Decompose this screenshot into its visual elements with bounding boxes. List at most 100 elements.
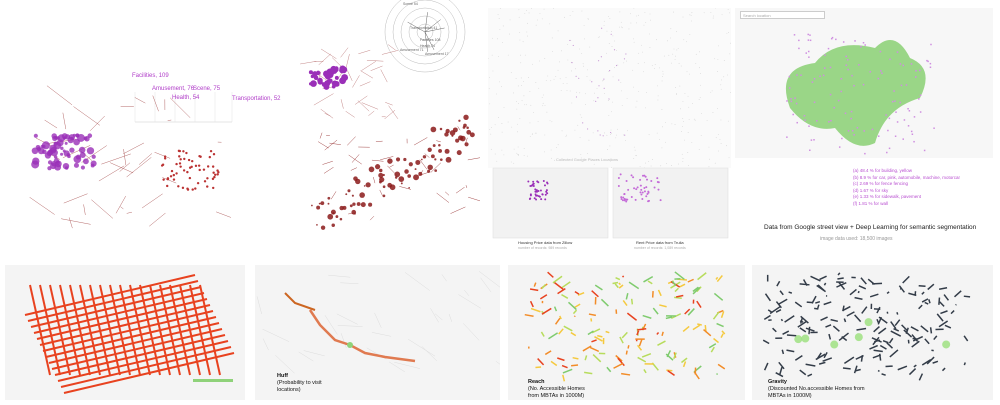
map-dot <box>585 93 586 95</box>
map-dot <box>527 35 528 37</box>
street <box>921 291 925 295</box>
street <box>24 274 196 316</box>
map-dot <box>682 161 684 162</box>
map-dot <box>681 153 683 155</box>
map-dot <box>712 112 714 113</box>
network-edge <box>381 50 399 55</box>
map-dot <box>613 49 616 51</box>
map-dot <box>571 102 573 104</box>
red-node <box>368 202 373 207</box>
map-dot <box>703 12 705 14</box>
polar-spoke <box>407 21 426 33</box>
network-node <box>212 186 215 190</box>
map-dot <box>557 69 559 71</box>
inset-point <box>621 199 624 202</box>
network-edge <box>162 177 177 184</box>
map-dot <box>667 40 669 42</box>
segmentation-pixel <box>805 52 808 54</box>
map-dot <box>557 30 559 32</box>
red-edge <box>322 160 333 165</box>
street <box>570 331 577 337</box>
map-dot <box>699 96 701 98</box>
street <box>815 300 821 304</box>
street <box>594 284 603 291</box>
inset-point <box>646 178 649 181</box>
map-dot <box>575 68 576 70</box>
red-node <box>464 142 469 147</box>
polar-spoke <box>424 27 445 33</box>
network-node <box>191 159 194 163</box>
segmentation-pixel <box>854 40 856 42</box>
network-edge <box>216 211 232 218</box>
street <box>938 320 949 328</box>
map-dot <box>610 131 612 134</box>
street <box>775 309 782 313</box>
street <box>179 284 201 376</box>
map-dot <box>544 151 545 153</box>
red-edge <box>445 191 450 196</box>
network-node <box>185 151 188 155</box>
road <box>463 323 480 341</box>
map-dot <box>622 27 623 29</box>
network-node <box>163 157 167 160</box>
network-node <box>188 166 192 169</box>
map-dot <box>616 50 618 52</box>
map-dot <box>594 92 595 94</box>
network-node <box>194 187 197 190</box>
map-dot <box>488 57 489 59</box>
map-dot <box>635 154 637 156</box>
map-dot <box>609 145 611 147</box>
network-node <box>191 188 194 191</box>
map-dot <box>645 91 647 93</box>
street <box>772 327 777 333</box>
map-dot <box>688 106 690 108</box>
street <box>618 284 624 289</box>
street <box>779 367 783 375</box>
street <box>799 327 807 333</box>
map-dot <box>561 50 562 52</box>
map-dot <box>642 51 644 53</box>
inset-point <box>543 184 546 187</box>
legend-item: (d) 1.67 % for sky <box>853 187 889 193</box>
map-dot <box>643 24 645 26</box>
segmentation-pixel <box>864 152 866 155</box>
street <box>636 330 640 336</box>
map-dot <box>666 163 668 165</box>
map-dot <box>490 133 492 135</box>
street <box>557 287 566 295</box>
huff-route <box>284 292 316 311</box>
street <box>712 311 720 320</box>
segmentation-pixel <box>813 139 815 141</box>
map-dot <box>657 95 659 97</box>
red-edge <box>455 187 465 194</box>
gravity-line1: (Discounted No.accessible Homes from <box>768 386 865 392</box>
red-node <box>430 154 435 159</box>
street <box>584 355 588 361</box>
street <box>665 353 674 361</box>
map-dot <box>633 8 635 9</box>
map-dot <box>617 128 618 130</box>
street <box>924 338 930 345</box>
network-edge <box>384 110 396 120</box>
network-node <box>183 157 186 161</box>
street <box>591 290 599 298</box>
segmentation-pixel <box>895 111 897 113</box>
red-node <box>439 158 443 162</box>
map-dot <box>518 9 520 11</box>
map-dot <box>602 135 604 137</box>
segmentation-panel: Search location (a) 48.4 % for building,… <box>735 8 993 248</box>
segmentation-pixel <box>850 117 852 120</box>
segmentation-pixel <box>845 55 848 58</box>
segmentation-pixel <box>893 90 895 92</box>
map-search-box[interactable]: Search location <box>740 11 825 19</box>
map-dot <box>496 160 498 162</box>
street <box>816 304 820 310</box>
segmentation-pixel <box>915 70 917 72</box>
map-dot <box>720 119 722 121</box>
inset-point <box>645 186 648 189</box>
map-dot <box>637 14 639 16</box>
segmentation-pixel <box>828 121 830 123</box>
segmentation-pixel <box>900 84 903 87</box>
map-dot <box>680 108 682 110</box>
street <box>673 352 677 360</box>
